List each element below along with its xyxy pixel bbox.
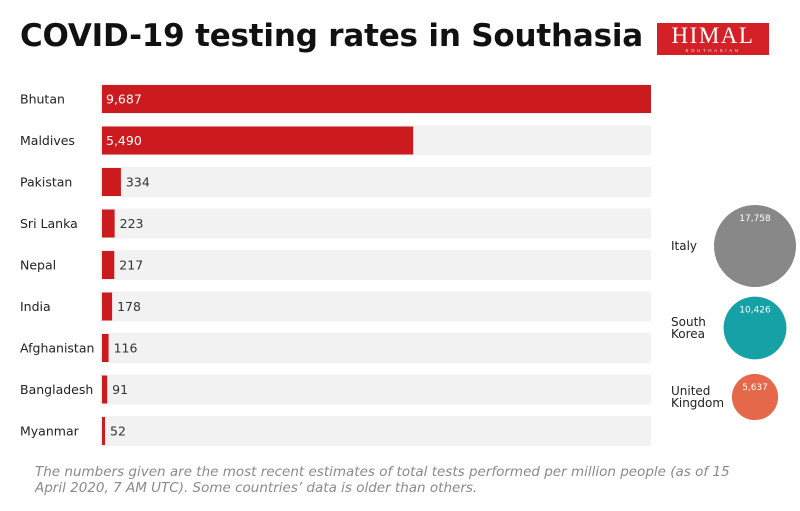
- value-label-maldives: 5,490: [106, 133, 142, 148]
- bar-myanmar: [102, 417, 105, 445]
- category-label-nepal: Nepal: [20, 258, 56, 273]
- logo-subtitle: SOUTHASIAN: [685, 48, 741, 53]
- bubble-label-italy: Italy: [671, 239, 697, 253]
- value-label-bhutan: 9,687: [106, 92, 142, 107]
- category-label-bhutan: Bhutan: [20, 92, 65, 107]
- bar-maldives: [102, 126, 414, 155]
- bubble-value-south-korea: 10,426: [739, 306, 771, 316]
- bar-track-bangladesh: [100, 374, 651, 405]
- himal-logo: HIMAL SOUTHASIAN: [657, 23, 769, 55]
- category-label-pakistan: Pakistan: [20, 175, 72, 190]
- bar-bhutan: [102, 85, 651, 113]
- value-label-afghanistan: 116: [114, 341, 138, 356]
- bubble-italy: [714, 205, 796, 287]
- bar-track-myanmar: [100, 416, 651, 446]
- category-label-india: India: [20, 299, 51, 314]
- bubble-united-kingdom: [731, 373, 779, 421]
- value-label-pakistan: 334: [126, 175, 150, 190]
- category-label-sri-lanka: Sri Lanka: [20, 216, 78, 231]
- bar-track-pakistan: [100, 167, 651, 197]
- bubble-label-united-kingdom-2: Kingdom: [671, 396, 724, 410]
- bar-sri-lanka: [102, 209, 115, 238]
- category-label-myanmar: Myanmar: [20, 424, 80, 439]
- bar-bangladesh: [102, 375, 108, 404]
- testing-rates-chart: Bhutan 9,687 Maldives 5,490 Pakistan 334 Sri L…: [20, 84, 796, 446]
- bar-track-nepal: [100, 250, 651, 280]
- value-label-india: 178: [117, 299, 141, 314]
- bar-nepal: [102, 251, 115, 279]
- value-label-sri-lanka: 223: [120, 216, 144, 231]
- bar-pakistan: [102, 168, 121, 196]
- category-label-bangladesh: Bangladesh: [20, 382, 93, 397]
- bubble-label-south-korea-2: Korea: [671, 327, 705, 341]
- bar-track-afghanistan: [100, 333, 651, 363]
- value-label-nepal: 217: [119, 258, 143, 273]
- bubble-value-united-kingdom: 5,637: [742, 383, 768, 393]
- value-label-myanmar: 52: [110, 424, 126, 439]
- logo-text: HIMAL: [671, 23, 755, 48]
- bubble-label-united-kingdom-1: United: [671, 384, 710, 398]
- bubble-label-south-korea-1: South: [671, 315, 706, 329]
- bar-afghanistan: [102, 334, 109, 362]
- bar-track-sri-lanka: [100, 208, 651, 239]
- category-label-afghanistan: Afghanistan: [20, 341, 94, 356]
- bar-track-india: [100, 291, 651, 322]
- chart-title: COVID-19 testing rates in Southasia: [20, 18, 643, 54]
- value-label-bangladesh: 91: [112, 382, 128, 397]
- bubble-value-italy: 17,758: [739, 214, 771, 224]
- footnote: The numbers given are the most recent es…: [35, 464, 730, 496]
- bubble-south-korea: [723, 296, 787, 360]
- category-label-maldives: Maldives: [20, 133, 75, 148]
- bar-india: [102, 292, 113, 321]
